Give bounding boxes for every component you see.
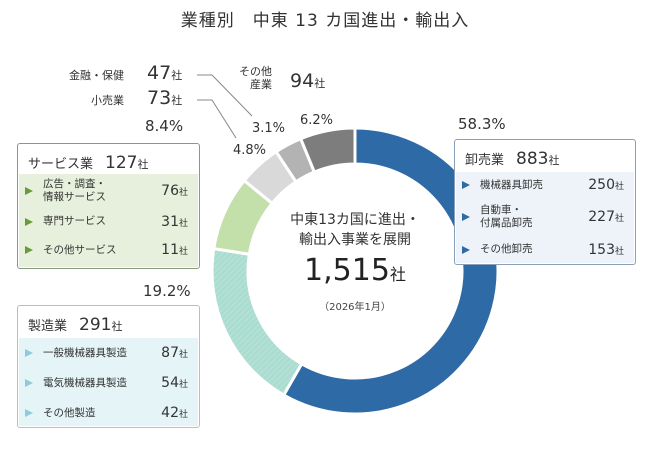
- manufacturing-box-header: 製造業 291社: [18, 306, 199, 335]
- label-finance-name: 金融・保健: [69, 69, 124, 82]
- services-box-title: サービス業: [28, 157, 94, 172]
- chart-title: 業種別 中東 13 カ国進出・輸出入: [0, 6, 650, 31]
- donut-slices: [210, 126, 500, 416]
- services-box-header: サービス業 127社: [18, 144, 199, 173]
- manufacturing-item-label: その他製造: [43, 406, 96, 419]
- manufacturing-box-count: 291: [79, 315, 112, 335]
- wholesale-box-count: 883: [516, 149, 549, 169]
- triangle-bullet-icon: [462, 245, 470, 254]
- donut-slice-other: [298, 126, 357, 174]
- pct-services: 8.4%: [145, 117, 184, 135]
- services-item-value: 11社: [161, 242, 188, 258]
- pct-retail: 4.8%: [233, 143, 267, 158]
- services-item-label: 広告・調査・ 情報サービス: [43, 178, 106, 203]
- wholesale-item-label: その他卸売: [480, 243, 533, 255]
- services-breakdown-box: サービス業 127社 広告・調査・ 情報サービス 76社専門サービス 31社その他サービ…: [17, 143, 200, 269]
- manufacturing-item-value: 42社: [161, 405, 188, 421]
- wholesale-item-value: 250社: [588, 177, 624, 193]
- triangle-bullet-icon: [462, 213, 470, 221]
- manufacturing-breakdown-box: 製造業 291社 一般機械器具製造 87社電気機械器具製造 54社その他製造 42社: [17, 305, 200, 428]
- triangle-bullet-icon: [25, 246, 33, 254]
- other-count-value: 94: [290, 70, 315, 92]
- triangle-bullet-icon: [462, 181, 470, 189]
- leader-line-finance: [197, 74, 253, 117]
- wholesale-item-label: 機械器具卸売: [480, 178, 543, 191]
- services-item-label: 専門サービス: [43, 215, 106, 227]
- manufacturing-box-list: 一般機械器具製造 87社電気機械器具製造 54社その他製造 42社: [19, 338, 198, 426]
- unit: 社: [171, 69, 183, 82]
- unit: 社: [171, 94, 183, 107]
- pct-manufacturing: 19.2%: [143, 282, 191, 300]
- donut-center-text: 中東13カ国に進出・ 輸出入事業を展開 1,515社 （2026年1月）: [255, 210, 455, 313]
- triangle-bullet-icon: [25, 217, 33, 226]
- manufacturing-item-label: 一般機械器具製造: [43, 346, 127, 359]
- services-list-item: その他サービス 11社: [19, 235, 198, 265]
- chart-title-part2: 中東 13 カ国進出・輸出入: [252, 11, 470, 31]
- unit: 社: [137, 158, 149, 171]
- label-other-name-line2: 産業: [250, 78, 272, 91]
- services-list-item: 専門サービス 31社: [19, 208, 198, 235]
- pct-finance: 3.1%: [252, 121, 286, 136]
- wholesale-item-value: 153社: [588, 241, 624, 258]
- services-item-label: その他サービス: [43, 243, 117, 256]
- wholesale-box-title: 卸売業: [465, 153, 505, 168]
- services-item-value: 76社: [161, 183, 188, 199]
- unit: 社: [314, 77, 326, 90]
- services-box-count: 127: [105, 153, 138, 173]
- wholesale-list-item: 機械器具卸売 250社: [456, 172, 634, 198]
- wholesale-box-header: 卸売業 883社: [455, 140, 635, 169]
- label-other-count: 94社: [290, 70, 325, 92]
- center-date: （2026年1月）: [319, 302, 391, 313]
- label-other-name: その他 産業: [232, 65, 272, 91]
- leader-line-retail: [197, 99, 237, 139]
- wholesale-box-list: 機械器具卸売 250社自動車・ 付属品卸売 227社その他卸売 153社: [456, 172, 634, 263]
- label-other-name-line1: その他: [239, 65, 272, 78]
- triangle-bullet-icon: [25, 187, 33, 195]
- wholesale-item-label: 自動車・ 付属品卸売: [480, 204, 533, 229]
- manufacturing-list-item: 一般機械器具製造 87社: [19, 338, 198, 368]
- triangle-bullet-icon: [25, 409, 33, 417]
- services-item-value: 31社: [161, 213, 188, 230]
- services-list-item: 広告・調査・ 情報サービス 76社: [19, 174, 198, 208]
- pct-wholesale: 58.3%: [458, 115, 506, 133]
- center-total-unit: 社: [389, 265, 406, 284]
- finance-count-value: 47: [147, 62, 172, 84]
- retail-count-value: 73: [147, 87, 172, 109]
- center-total-value: 1,515: [304, 253, 390, 288]
- wholesale-list-item: 自動車・ 付属品卸売 227社: [456, 198, 634, 236]
- pct-other: 6.2%: [300, 113, 334, 128]
- triangle-bullet-icon: [25, 349, 33, 357]
- unit: 社: [111, 320, 123, 333]
- manufacturing-item-label: 電気機械器具製造: [43, 376, 127, 389]
- manufacturing-item-value: 87社: [161, 345, 188, 361]
- triangle-bullet-icon: [25, 379, 33, 387]
- chart-title-part1: 業種別: [180, 11, 235, 31]
- services-box-list: 広告・調査・ 情報サービス 76社専門サービス 31社その他サービス 11社: [19, 174, 198, 267]
- wholesale-item-value: 227社: [588, 209, 624, 225]
- unit: 社: [548, 154, 560, 167]
- center-line2: 輸出入事業を展開: [299, 232, 411, 248]
- manufacturing-box-title: 製造業: [28, 319, 68, 334]
- manufacturing-list-item: その他製造 42社: [19, 398, 198, 428]
- manufacturing-list-item: 電気機械器具製造 54社: [19, 368, 198, 398]
- center-total: 1,515社: [255, 254, 455, 292]
- manufacturing-item-value: 54社: [161, 375, 188, 391]
- label-retail-count: 73社: [147, 87, 182, 109]
- wholesale-list-item: その他卸売 153社: [456, 236, 634, 263]
- label-retail-name: 小売業: [91, 94, 124, 107]
- wholesale-breakdown-box: 卸売業 883社 機械器具卸売 250社自動車・ 付属品卸売 227社その他卸売 153社: [454, 139, 636, 265]
- label-finance-count: 47社: [147, 62, 182, 84]
- center-line1: 中東13カ国に進出・: [290, 212, 420, 228]
